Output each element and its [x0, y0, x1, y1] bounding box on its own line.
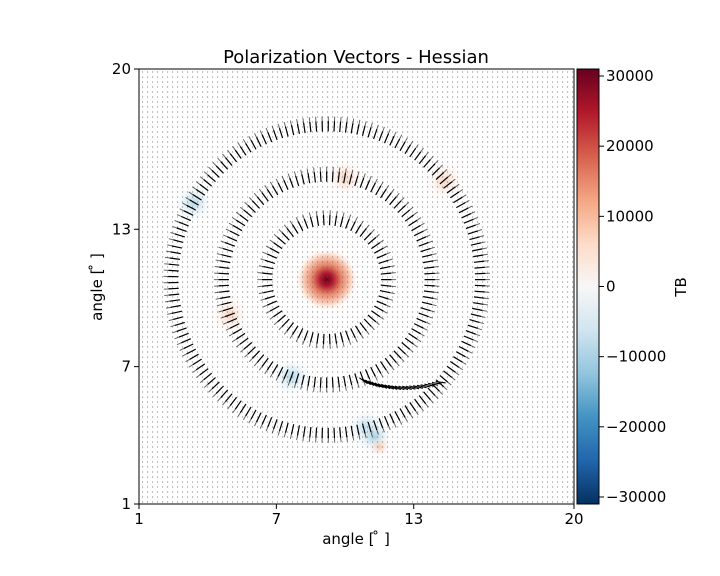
y-tick-label: 7 — [121, 358, 131, 376]
chart-title: Polarization Vectors - Hessian — [223, 47, 489, 68]
colorbar-tick-label: 20000 — [606, 137, 654, 155]
x-tick-label: 13 — [404, 510, 423, 528]
y-tick-label: 20 — [112, 60, 131, 78]
colorbar-tick-label: −10000 — [606, 348, 666, 366]
ring-vectors-outer — [213, 166, 440, 393]
colorbar-tick-label: −20000 — [606, 418, 666, 436]
y-tick-label: 1 — [121, 495, 131, 513]
x-axis: 1 7 13 20 — [134, 504, 584, 528]
colorbar-label: TB — [672, 277, 690, 297]
plot-frame — [138, 68, 575, 505]
plot-area — [138, 68, 575, 505]
colorbar: 30000 20000 10000 0 −10000 −20000 −30000 TB — [576, 67, 690, 506]
x-tick-label: 7 — [272, 510, 282, 528]
ring-vectors — [218, 171, 435, 388]
polarization-vectors — [163, 116, 490, 443]
ring-vectors — [168, 121, 486, 439]
x-axis-label: angle [ ̊ ] — [322, 530, 390, 548]
x-tick-label: 1 — [134, 510, 144, 528]
colorbar-tick-label: 0 — [606, 278, 616, 296]
y-axis: 1 7 13 20 — [112, 60, 139, 513]
ring-vectors-outer — [257, 210, 397, 349]
heat-patch — [423, 160, 465, 202]
colorbar-ticks: 30000 20000 10000 0 −10000 −20000 −30000 — [599, 67, 666, 506]
y-axis-label: angle [ ̊ ] — [88, 253, 106, 321]
spiral-tail-vectors — [359, 377, 446, 391]
y-tick-label: 13 — [112, 220, 131, 238]
background-vectors — [142, 71, 574, 503]
x-tick-label: 20 — [564, 510, 583, 528]
peak-blob — [294, 247, 359, 312]
colorbar-tick-label: −30000 — [606, 488, 666, 506]
colorbar-tick-label: 30000 — [606, 67, 654, 85]
ring-vectors — [262, 214, 392, 345]
colorbar-tick-label: 10000 — [606, 207, 654, 225]
colorbar-gradient — [576, 68, 600, 505]
background-dot-grid — [142, 71, 574, 503]
ring-vectors-outer — [163, 116, 490, 443]
heat-patch — [367, 435, 391, 459]
